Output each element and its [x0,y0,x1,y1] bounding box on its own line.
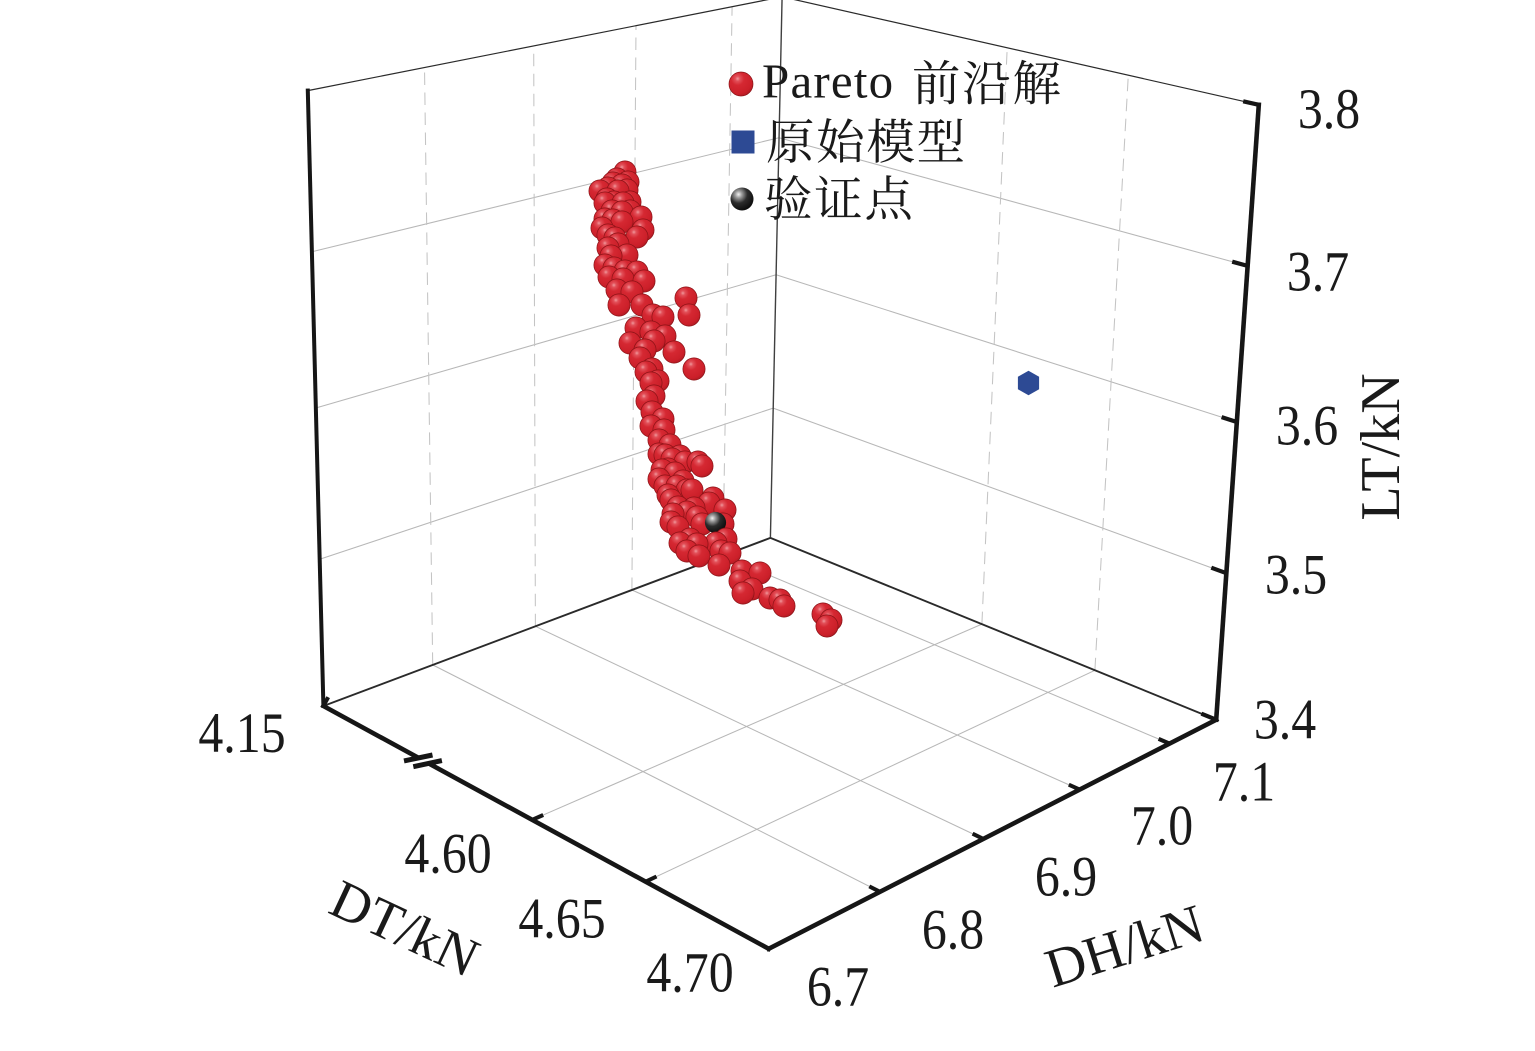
svg-text:4.65: 4.65 [518,888,605,951]
svg-text:4.15: 4.15 [198,702,285,765]
svg-text:LT/kN: LT/kN [1350,373,1412,520]
svg-text:3.7: 3.7 [1287,241,1349,304]
svg-text:6.7: 6.7 [807,956,869,1019]
svg-text:4.60: 4.60 [404,823,491,886]
svg-text:3.6: 3.6 [1276,395,1338,458]
svg-text:Pareto: Pareto [762,54,894,109]
svg-text:4.70: 4.70 [646,942,733,1005]
svg-text:3.5: 3.5 [1265,544,1327,607]
svg-text:7.0: 7.0 [1131,795,1193,858]
svg-text:3.8: 3.8 [1298,78,1360,141]
svg-text:6.9: 6.9 [1035,846,1097,909]
svg-text:7.1: 7.1 [1213,751,1275,814]
svg-text:6.8: 6.8 [922,899,984,962]
svg-text:3.4: 3.4 [1254,689,1316,752]
